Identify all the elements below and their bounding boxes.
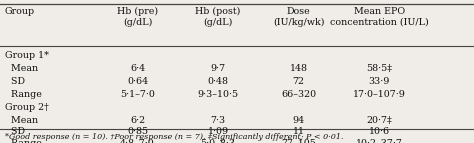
Text: 33·9: 33·9 [368,77,390,86]
Text: SD: SD [5,127,25,136]
Text: SD: SD [5,77,25,86]
Text: 10·2–37·7: 10·2–37·7 [356,139,402,143]
Text: Group: Group [5,7,35,16]
Text: Dose
(IU/kg/wk): Dose (IU/kg/wk) [273,7,324,27]
Text: Group 1*: Group 1* [5,51,49,60]
Text: 7·3: 7·3 [210,116,226,125]
Text: 6·2: 6·2 [130,116,145,125]
Text: 94: 94 [292,116,305,125]
Text: Mean EPO
concentration (IU/L): Mean EPO concentration (IU/L) [330,7,428,27]
Text: 17·0–107·9: 17·0–107·9 [353,90,406,99]
Text: 10·6: 10·6 [369,127,390,136]
Text: 0·85: 0·85 [127,127,148,136]
Text: 11: 11 [292,127,305,136]
Text: 148: 148 [290,64,308,73]
Text: 6·4: 6·4 [130,64,145,73]
Text: Range: Range [5,90,42,99]
Text: 4·8–7·0: 4·8–7·0 [120,139,155,143]
Text: 5·1–7·0: 5·1–7·0 [120,90,155,99]
Text: Hb (post)
(g/dL): Hb (post) (g/dL) [195,7,241,27]
Text: Group 2†: Group 2† [5,103,48,112]
Text: 9·3–10·5: 9·3–10·5 [198,90,238,99]
Text: 5·0–8·3: 5·0–8·3 [201,139,236,143]
Text: 66–320: 66–320 [281,90,316,99]
Text: Hb (pre)
(g/dL): Hb (pre) (g/dL) [117,7,158,27]
Text: 0·64: 0·64 [127,77,148,86]
Text: 72: 72 [292,77,305,86]
Text: 1·09: 1·09 [208,127,228,136]
Text: Range: Range [5,139,42,143]
Text: 9·7: 9·7 [210,64,226,73]
Text: 58·5‡: 58·5‡ [366,64,392,73]
Text: Mean: Mean [5,116,38,125]
Text: 77–105: 77–105 [281,139,316,143]
Text: *Good response (n = 10). †Poor response (n = 7). ‡Significantly different; P < 0: *Good response (n = 10). †Poor response … [5,133,343,141]
Text: 20·7‡: 20·7‡ [366,116,392,125]
Text: Mean: Mean [5,64,38,73]
Text: 0·48: 0·48 [208,77,228,86]
